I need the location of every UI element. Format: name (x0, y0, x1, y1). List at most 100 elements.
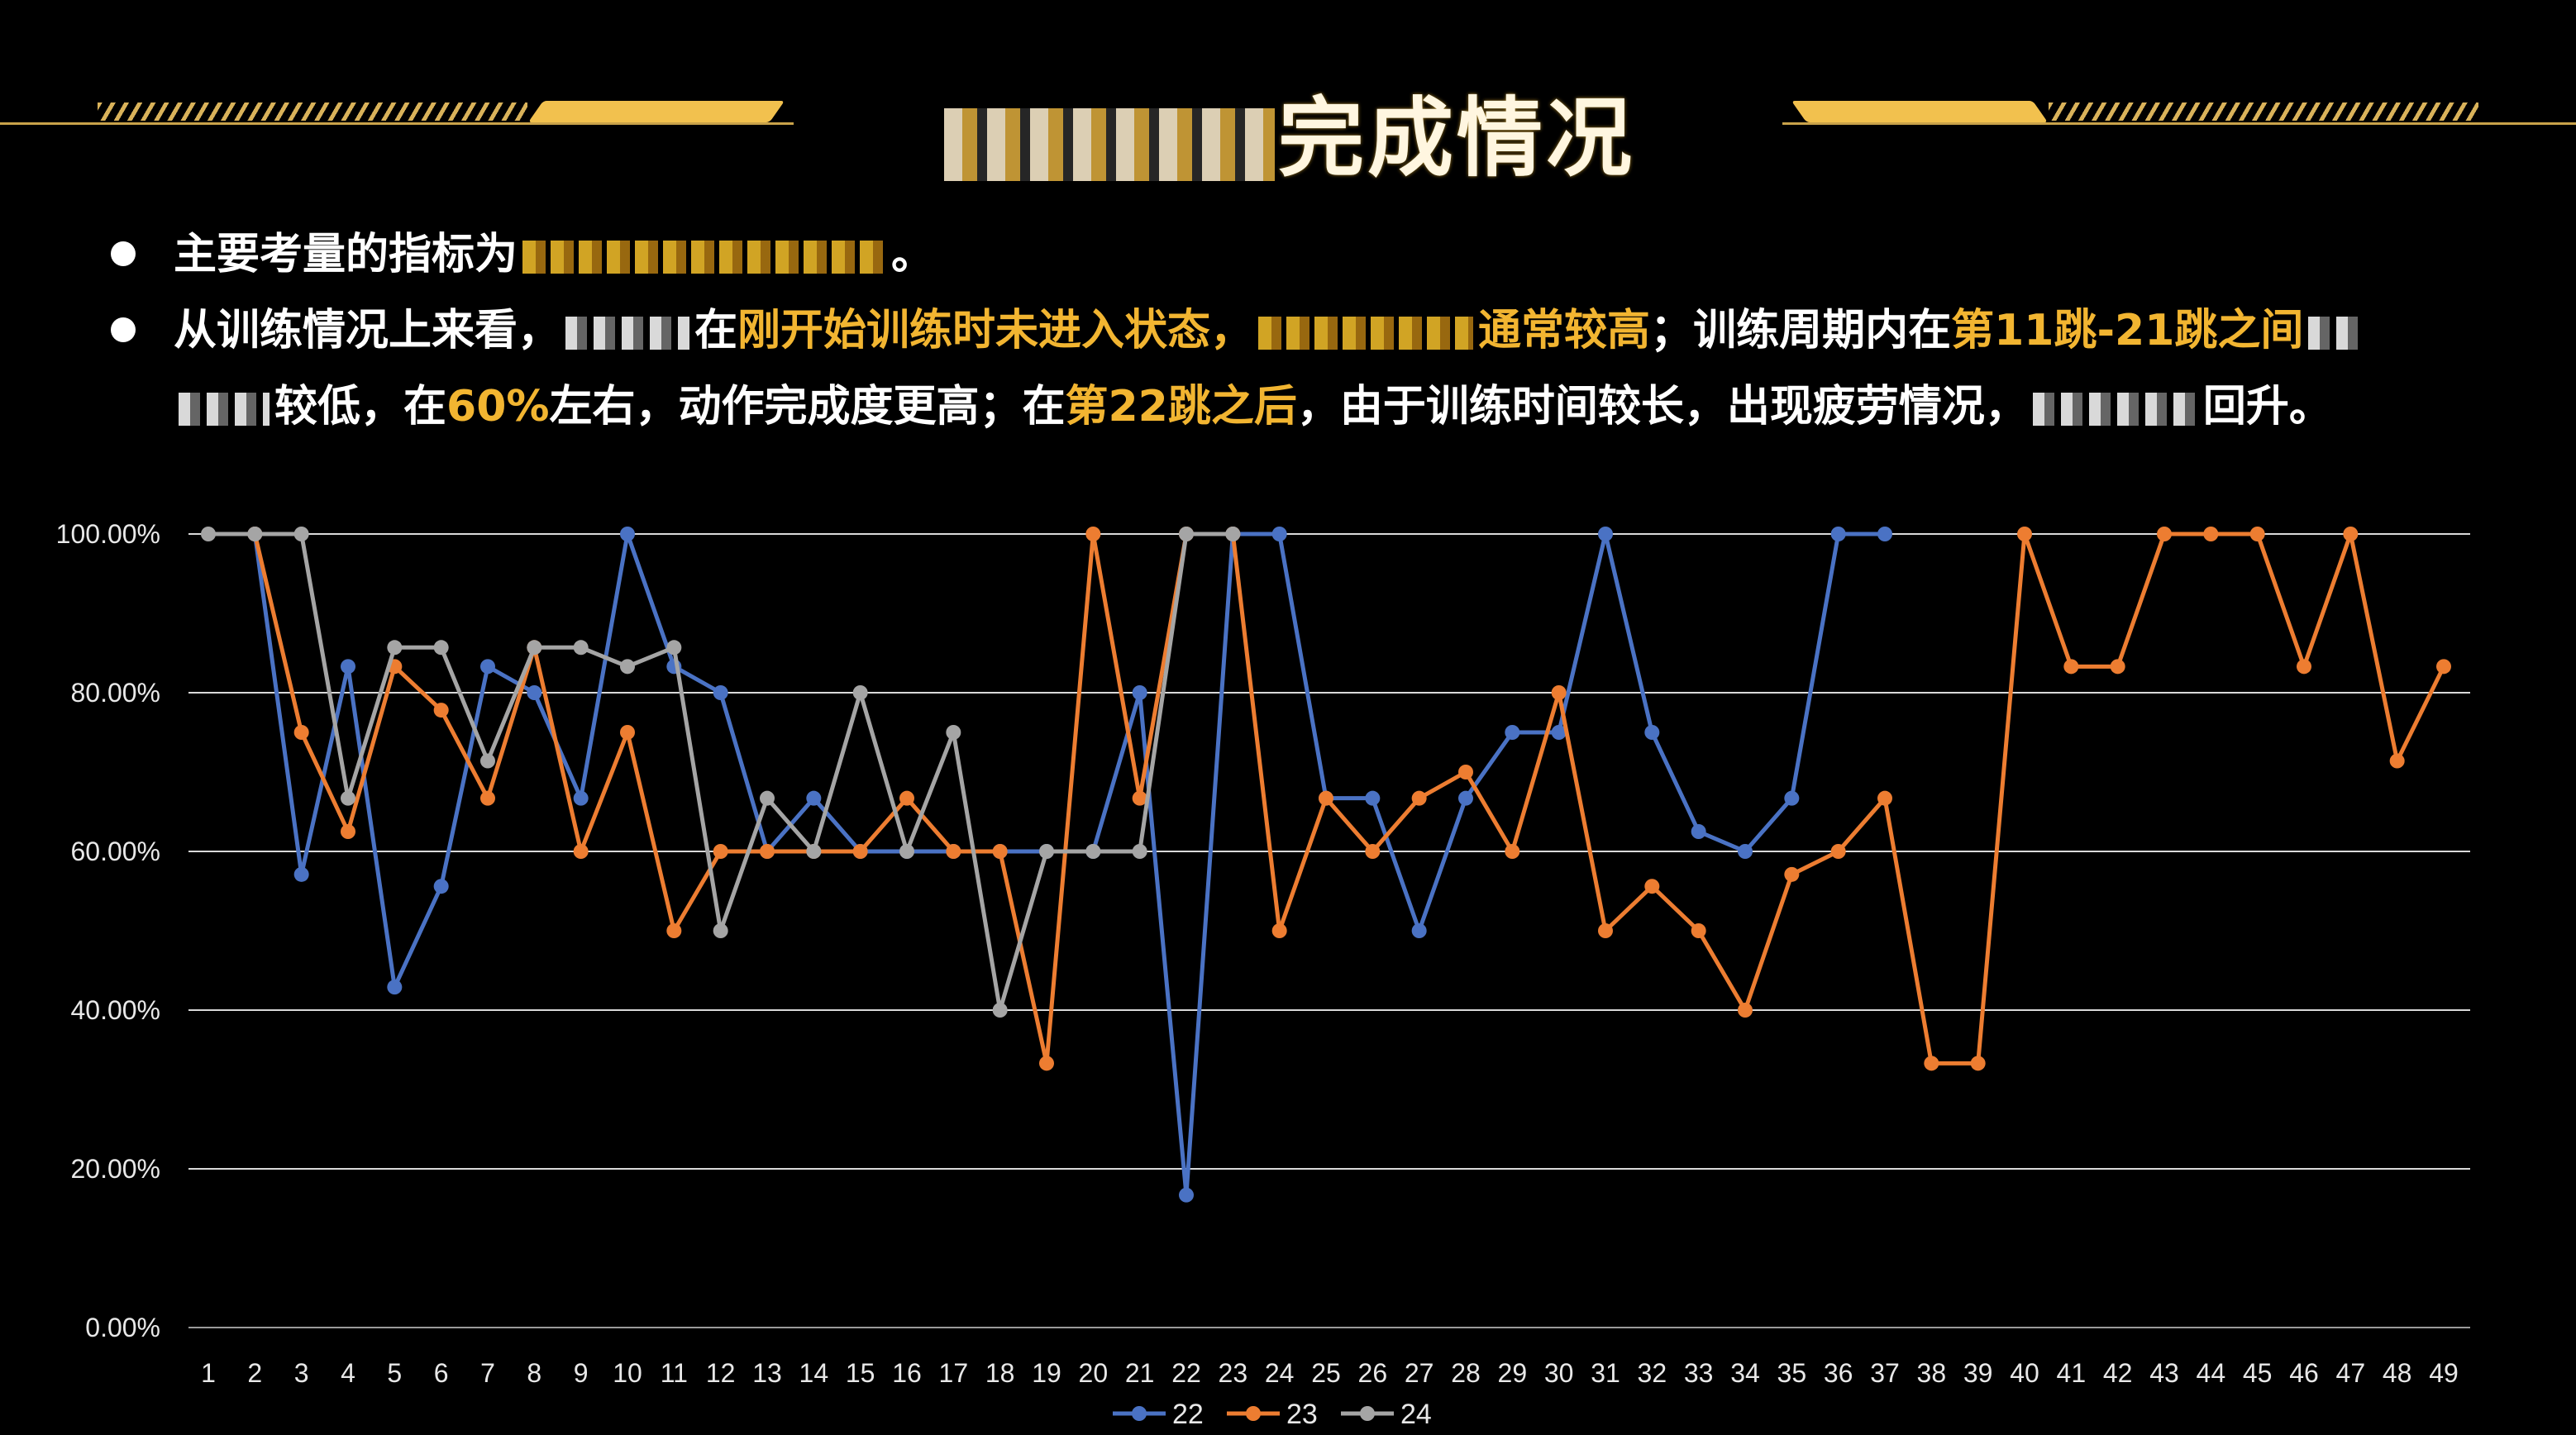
x-tick-label: 42 (2103, 1358, 2133, 1388)
data-point (1132, 685, 1147, 700)
data-point (620, 659, 635, 675)
x-tick-label: 3 (294, 1358, 309, 1388)
data-point (760, 790, 775, 806)
x-tick-label: 25 (1311, 1358, 1341, 1388)
x-tick-label: 26 (1358, 1358, 1388, 1388)
slide-title: 完成情况 (941, 68, 1635, 193)
data-point (247, 527, 263, 541)
data-point (573, 790, 589, 806)
data-point (1644, 725, 1660, 740)
series-line (252, 532, 1885, 1198)
chart-series (201, 527, 2451, 1203)
series-22 (247, 527, 1892, 1203)
legend-label: 22 (1172, 1399, 1204, 1430)
data-point (387, 980, 403, 995)
data-point (1738, 1003, 1753, 1018)
x-tick-label: 43 (2149, 1358, 2179, 1388)
data-point (1319, 790, 1333, 806)
data-point (946, 844, 961, 859)
bullet-text-segment: 主要考量的指标为 (174, 230, 518, 279)
x-tick-label: 33 (1684, 1358, 1714, 1388)
data-point (713, 685, 728, 700)
data-point (852, 685, 868, 700)
x-tick-label: 17 (939, 1358, 969, 1388)
data-point (1132, 844, 1147, 859)
y-tick-label: 0.00% (85, 1313, 160, 1342)
data-point (573, 844, 589, 859)
x-tick-label: 12 (706, 1358, 736, 1388)
data-point (1505, 844, 1520, 859)
x-tick-label: 8 (527, 1358, 541, 1388)
bullet-dot-icon (111, 317, 136, 342)
data-point (433, 640, 449, 656)
x-tick-label: 37 (1870, 1358, 1900, 1388)
data-point (1644, 879, 1660, 894)
data-point (1830, 527, 1846, 541)
header-rule-right (1782, 122, 2576, 125)
data-point (2203, 527, 2219, 541)
redacted-text (1258, 317, 1474, 350)
bullet-text-segment: ；训练周期内在 (1650, 306, 1952, 355)
x-tick-label: 35 (1777, 1358, 1807, 1388)
data-point (1877, 527, 1892, 541)
data-point (760, 844, 775, 859)
data-point (1738, 844, 1753, 859)
x-tick-label: 22 (1171, 1358, 1201, 1388)
data-point (1551, 725, 1567, 740)
data-point (293, 527, 309, 541)
legend-label: 24 (1400, 1399, 1432, 1430)
legend-label: 23 (1286, 1399, 1318, 1430)
x-tick-label: 15 (846, 1358, 875, 1388)
data-point (666, 923, 682, 938)
data-point (713, 844, 728, 859)
x-tick-label: 27 (1405, 1358, 1434, 1388)
x-tick-label: 40 (2010, 1358, 2039, 1388)
x-tick-label: 10 (613, 1358, 642, 1388)
data-point (1365, 790, 1381, 806)
data-point (1179, 1187, 1194, 1203)
data-point (666, 640, 682, 656)
data-point (1411, 923, 1427, 938)
data-point (341, 659, 355, 675)
data-point (852, 844, 868, 859)
redacted-text (2308, 317, 2359, 350)
data-point (713, 923, 728, 938)
data-point (1085, 527, 1101, 541)
data-point (1691, 923, 1706, 938)
x-tick-label: 28 (1451, 1358, 1481, 1388)
data-point (620, 527, 635, 541)
data-point (433, 879, 449, 894)
data-point (1271, 527, 1287, 541)
data-point (1411, 790, 1427, 806)
data-point (341, 824, 355, 839)
y-axis-labels: 0.00% 20.00% 40.00% 60.00% 80.00% 100.00% (56, 519, 160, 1342)
x-axis-labels: 1 2 3 4 5 6 7 8 9 10 11 12 13 14 15 16 17 18 19 20 21 22 23 24 2… (201, 1358, 2459, 1388)
x-tick-label: 39 (1963, 1358, 1993, 1388)
x-tick-label: 24 (1265, 1358, 1295, 1388)
x-tick-label: 6 (434, 1358, 449, 1388)
y-tick-label: 80.00% (70, 678, 160, 708)
bullet-line: 主要考量的指标为 。 (107, 217, 2505, 293)
header-rule-left (0, 122, 794, 125)
x-tick-label: 44 (2197, 1358, 2226, 1388)
x-tick-label: 9 (574, 1358, 589, 1388)
data-point (1132, 790, 1147, 806)
redacted-title-block (943, 107, 1275, 181)
chart-gridlines (188, 533, 2470, 1328)
data-point (1179, 527, 1194, 541)
data-point (2157, 527, 2172, 541)
series-line (252, 532, 2446, 1066)
y-tick-label: 60.00% (70, 837, 160, 866)
data-point (1551, 685, 1567, 700)
data-point (946, 725, 961, 740)
data-point (1365, 844, 1381, 859)
data-point (1691, 824, 1706, 839)
x-tick-label: 38 (1917, 1358, 1947, 1388)
x-tick-label: 5 (387, 1358, 402, 1388)
data-point (201, 527, 216, 541)
series-23 (247, 527, 2451, 1071)
x-tick-label: 36 (1824, 1358, 1853, 1388)
x-tick-label: 31 (1591, 1358, 1620, 1388)
data-point (2063, 659, 2079, 675)
data-point (992, 844, 1008, 859)
